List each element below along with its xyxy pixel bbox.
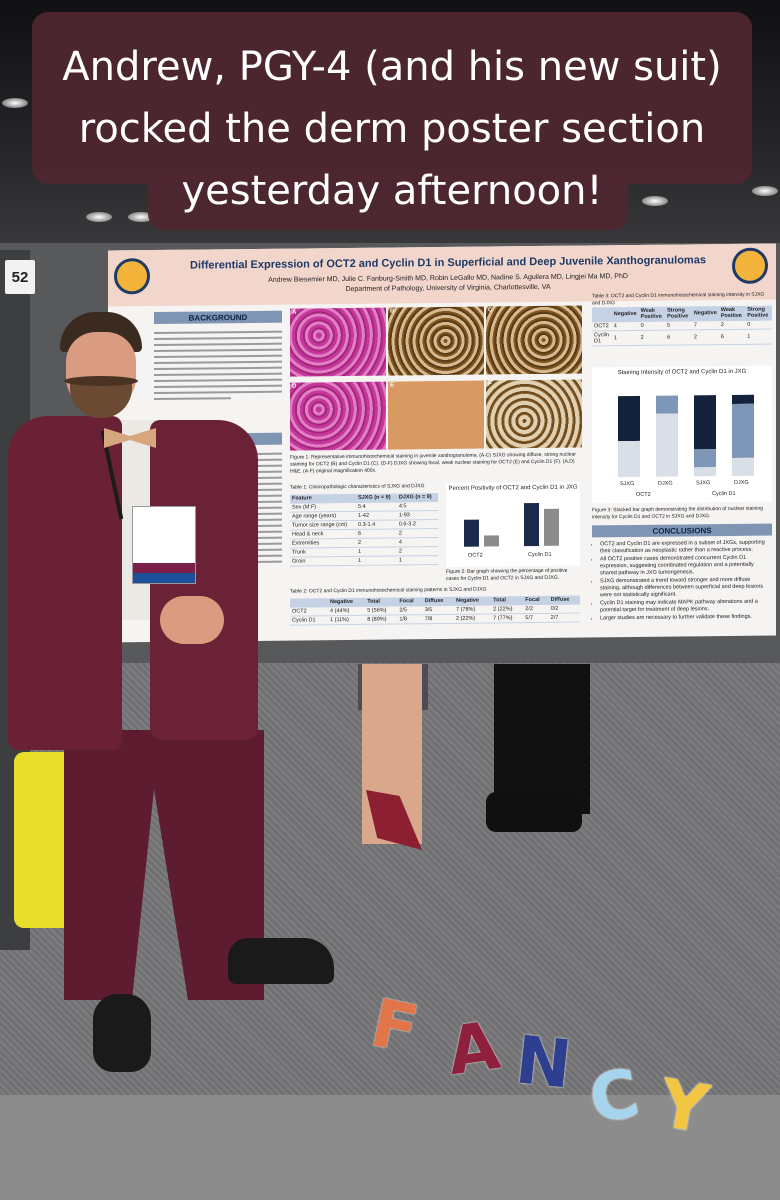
methods-heading: METHODS bbox=[154, 432, 282, 447]
figure3-group-label: OCT2 bbox=[636, 491, 651, 498]
story-caption-box-tail bbox=[148, 170, 628, 230]
figure2-bar-oct2-sjxg bbox=[464, 519, 479, 547]
figure2-bar-cyclin-d1-djxg bbox=[544, 508, 559, 546]
histology-panel-f: F bbox=[486, 379, 582, 449]
conclusion-item: OCT2 and Cyclin D1 are expressed in a su… bbox=[600, 540, 772, 556]
conclusion-item: SJXG demonstrated a trend toward stronge… bbox=[600, 577, 772, 600]
figure3-segment-strong bbox=[618, 395, 640, 442]
figure3-segment-negative bbox=[694, 467, 716, 477]
attendee-black-pants bbox=[494, 664, 590, 814]
histology-panel-a: A bbox=[290, 307, 386, 377]
figure3-bar-label: DJXG bbox=[734, 479, 749, 486]
ceiling-light bbox=[752, 186, 778, 196]
conclusion-item: Cyclin D1 staining may indicate MAPK pat… bbox=[600, 599, 772, 615]
table2-caption: Table 2: OCT2 and Cyclin D1 immunohistoc… bbox=[290, 586, 487, 595]
research-poster: Differential Expression of OCT2 and Cycl… bbox=[108, 243, 776, 643]
attendee-shoes bbox=[486, 792, 582, 832]
figure2-caption: Figure 2: Bar graph showing the percenta… bbox=[446, 567, 568, 582]
figure2-category-label: Cyclin D1 bbox=[528, 551, 552, 559]
figure2-bar-cyclin-d1-sjxg bbox=[524, 503, 539, 547]
ceiling-light bbox=[642, 196, 668, 206]
figure3-segment-weak bbox=[732, 403, 754, 458]
figure3-bar-label: SJXG bbox=[620, 480, 635, 488]
figure3-segment-negative bbox=[656, 413, 678, 477]
table2: Negative Total Focal Diffuse Negative Tota… bbox=[290, 595, 580, 626]
table1-caption: Table 1: Clinicopathologic characteristi… bbox=[290, 483, 425, 491]
histology-panel-e: E bbox=[388, 380, 484, 450]
table3: Negative Weak Positive Strong Positive Neg… bbox=[592, 305, 772, 347]
story-caption-text: Andrew, PGY-4 (and his new suit) rocked … bbox=[32, 36, 752, 222]
conclusions-heading: CONCLUSIONS bbox=[592, 523, 772, 538]
figure3-group-label: Cyclin D1 bbox=[712, 490, 736, 498]
story-caption-box bbox=[32, 12, 752, 184]
caption-line-1: Andrew, PGY-4 (and his new suit) bbox=[62, 44, 722, 90]
caption-line-3: yesterday afternoon! bbox=[181, 168, 603, 214]
figure3-segment-strong bbox=[694, 395, 716, 450]
figure2-title: Percent Positivity of OCT2 and Cyclin D1… bbox=[448, 484, 578, 492]
methods-text bbox=[154, 449, 282, 620]
fancy-letter-n: N bbox=[512, 1021, 576, 1104]
histology-panel-d: D bbox=[290, 381, 386, 451]
table1: Feature SJXG (n = 9) DJXG (n = 9) Sex (M… bbox=[290, 493, 438, 567]
figure3-segment-weak bbox=[694, 449, 716, 468]
university-seal-icon bbox=[114, 258, 150, 295]
figure3-bar-label: SJXG bbox=[696, 480, 711, 487]
poster-title: Differential Expression of OCT2 and Cycl… bbox=[190, 254, 706, 272]
board-number: 52 bbox=[5, 260, 35, 294]
ceiling-light bbox=[2, 98, 28, 108]
yellow-bag bbox=[14, 752, 94, 928]
fancy-letter-a: A bbox=[442, 1006, 505, 1091]
bottom-gray-strip bbox=[0, 1095, 780, 1200]
plastic-cup bbox=[10, 615, 48, 653]
background-text bbox=[154, 327, 282, 428]
histology-panel-c: C bbox=[486, 305, 582, 375]
ceiling-light bbox=[86, 212, 112, 222]
conclusions-list: OCT2 and Cyclin D1 are expressed in a su… bbox=[592, 540, 772, 624]
figure3-stack-3 bbox=[732, 394, 754, 476]
figure3-stack-2 bbox=[694, 395, 716, 477]
ceiling-light bbox=[128, 212, 154, 222]
figure3-segment-negative bbox=[618, 440, 640, 478]
background-heading: BACKGROUND bbox=[154, 310, 282, 325]
figure3-segment-weak bbox=[656, 395, 678, 414]
histology-panel-b: B bbox=[388, 306, 484, 376]
caption-line-2: rocked the derm poster section bbox=[78, 106, 706, 152]
figure3-bar-label: DJXG bbox=[658, 480, 673, 487]
figure1-caption: Figure 1: Representative immunohistochem… bbox=[290, 451, 576, 475]
figure3-segment-strong bbox=[732, 394, 754, 404]
conclusion-item: All OCT2 positive cases demonstrated con… bbox=[600, 555, 772, 578]
figure3-stack-0 bbox=[618, 395, 640, 478]
figure3-stack-1 bbox=[656, 395, 678, 477]
figure3-stacked-bar-chart: Staining Intensity of OCT2 and Cyclin D1… bbox=[592, 365, 772, 504]
figure2-bar-chart: Percent Positivity of OCT2 and Cyclin D1… bbox=[446, 481, 580, 567]
conclusion-item: Larger studies are necessary to further … bbox=[600, 614, 772, 623]
figure3-title: Staining Intensity of OCT2 and Cyclin D1… bbox=[617, 368, 747, 377]
figure3-caption: Figure 3: Stacked bar graph demonstratin… bbox=[592, 505, 763, 521]
figure2-category-label: OCT2 bbox=[468, 552, 483, 559]
figure2-bar-oct2-djxg bbox=[484, 535, 499, 547]
figure3-segment-negative bbox=[732, 457, 754, 476]
